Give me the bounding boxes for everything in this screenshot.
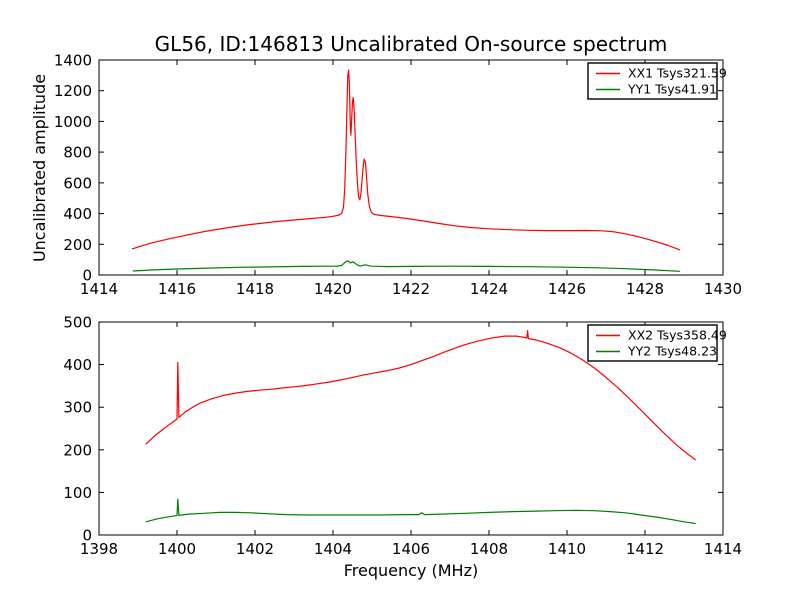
legend-frame: [587, 324, 718, 362]
x-tick-label: 1404: [314, 540, 352, 558]
legend-top: XX1 Tsys321.59 YY1 Tsys41.91: [587, 62, 727, 100]
bottom-subplot: 1398 1400 1402 1404 1406 1408 1410 1412 1414 0 100…: [63, 314, 742, 559]
y-tick-label: 500: [63, 314, 92, 332]
x-tick-label: 1430: [704, 280, 742, 298]
y-tick-label: 1000: [54, 113, 92, 131]
x-tick-label: 1426: [548, 280, 586, 298]
x-tick-label: 1420: [314, 280, 352, 298]
axes-frame: [98, 321, 724, 536]
x-tick-label: 1398: [80, 540, 118, 558]
legend-frame: [587, 62, 718, 100]
legend-bottom: XX2 Tsys358.49 YY2 Tsys48.23: [587, 324, 727, 362]
x-tick-label: 1418: [236, 280, 274, 298]
x-tick-label: 1406: [392, 540, 430, 558]
x-tick-label: 1408: [470, 540, 508, 558]
x-axis-label: Frequency (MHz): [344, 561, 478, 580]
y-tick-label: 400: [63, 205, 92, 223]
series-line-yy2: [145, 498, 696, 525]
top-subplot: 1414 1416 1418 1420 1422 1424 1426 1428 1430 0 200…: [54, 52, 742, 299]
y-axis-label: Uncalibrated amplitude: [30, 74, 49, 262]
y-tick-label: 100: [63, 484, 92, 502]
legend-label-xx1: XX1 Tsys321.59: [628, 66, 727, 81]
x-tick-label: 1424: [470, 280, 508, 298]
y-tick-label: 200: [63, 236, 92, 254]
x-tick-label: 1416: [158, 280, 196, 298]
y-tick-label: 1200: [54, 82, 92, 100]
x-tick-label: 1402: [236, 540, 274, 558]
x-tick-label: 1422: [392, 280, 430, 298]
x-tick-label: 1410: [548, 540, 586, 558]
x-tick-label: 1400: [158, 540, 196, 558]
y-tick-label: 0: [82, 527, 92, 545]
x-tick-label: 1414: [80, 280, 118, 298]
legend-label-yy2: YY2 Tsys48.23: [627, 344, 717, 359]
y-tick-label: 400: [63, 356, 92, 374]
y-tick-label: 200: [63, 441, 92, 459]
x-tick-label: 1414: [704, 540, 742, 558]
series-line-xx1: [131, 69, 681, 251]
legend-label-xx2: XX2 Tsys358.49: [628, 328, 727, 343]
series-line-xx2: [145, 329, 697, 461]
legend-label-yy1: YY1 Tsys41.91: [627, 82, 717, 97]
y-tick-label: 300: [63, 399, 92, 417]
axes-frame: [98, 59, 724, 276]
x-tick-label: 1428: [626, 280, 664, 298]
y-tick-label: 600: [63, 174, 92, 192]
y-tick-label: 800: [63, 144, 92, 162]
y-tick-label: 0: [82, 267, 92, 285]
x-tick-label: 1412: [626, 540, 664, 558]
series-line-yy1: [132, 260, 681, 272]
y-tick-label: 1400: [54, 52, 92, 70]
figure-title: GL56, ID:146813 Uncalibrated On-source s…: [155, 32, 668, 56]
